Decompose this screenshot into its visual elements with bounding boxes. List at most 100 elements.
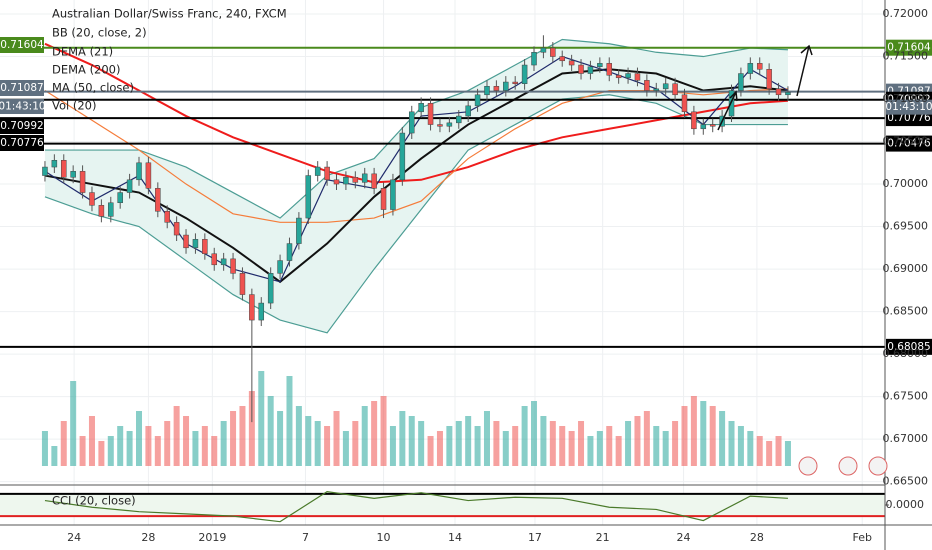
volume-bar [60,421,67,466]
volume-bar [154,436,161,466]
volume-bar [493,421,500,466]
candle-body [117,192,123,204]
candle-body [42,166,48,176]
x-tick-label: 10 [377,531,391,544]
arrow-head [800,44,813,56]
x-tick-label: 28 [141,531,155,544]
volume-bar [79,436,86,466]
legend-entry: BB (20, close, 2) [52,26,147,40]
volume-bar [653,426,660,466]
countdown: 01:43:10 [885,101,932,113]
volume-bar [371,401,378,466]
left-level-label: 0.71604 [0,39,44,51]
candle-body [333,179,340,185]
x-tick-label: 2019 [198,531,226,544]
cci-band [0,493,885,517]
candle-body [258,302,265,321]
candle-body [371,173,377,189]
volume-bar [164,421,171,466]
volume-bar [408,416,415,466]
volume-bar [239,406,246,466]
legend-entry: MA (50, close) [52,81,134,95]
volume-bar [690,396,697,466]
volume-bar [747,431,754,466]
candle-body [51,159,58,168]
countdown-box [886,99,932,115]
candle-body [756,63,763,70]
left-level-box [0,118,44,134]
candle-body [267,273,274,304]
x-tick-label: 7 [302,531,309,544]
candle-body [625,73,631,79]
volume-bar [380,396,387,466]
candle-body [390,179,396,210]
level-box [886,135,932,152]
volume-bar [446,426,453,466]
candle-body [691,111,697,130]
volume-bar [399,411,406,466]
volume-bar [756,436,763,466]
candle-body [653,88,660,91]
volume-bar [521,406,528,466]
volume-bar [540,416,547,466]
volume-bar [201,426,208,466]
candle-body [230,258,236,274]
chart-title: Australian Dollar/Swiss Franc, 240, FXCM [52,7,287,21]
volume-bar [672,421,679,466]
candle-body [427,103,434,125]
left-countdown: 01:43:10 [0,101,46,113]
candle-body [286,243,293,261]
volume-bar [342,431,349,466]
volume-bar [709,406,716,466]
volume-bar [258,371,265,466]
y-tick-label: 0.68500 [883,305,929,318]
candle-body [728,90,735,117]
candle-body [343,177,349,185]
arrow [796,45,810,97]
candle-body [70,171,76,178]
candle-body [324,166,330,181]
volume-bar [136,411,143,466]
y-tick-label: 0.72000 [883,7,929,20]
candle-body [512,81,518,84]
candle-body [164,211,170,223]
level-label: 0.70776 [887,112,931,124]
candle-body [503,81,509,91]
candle-body [634,73,641,81]
y-tick-label: 0.67500 [883,390,929,403]
candle-body [474,94,481,107]
volume-bar [568,431,575,466]
cci-tick-label: 0.0000 [886,498,925,511]
volume-bar [502,431,509,466]
volume-bar [248,391,255,466]
candle-body [493,86,500,91]
volume-bar [107,436,114,466]
candle-body [456,115,462,124]
volume-bar [277,411,284,466]
volume-bar [295,406,302,466]
volume-bar [418,421,425,466]
candle-body [766,69,772,90]
volume-bar [70,381,77,466]
volume-bar [220,421,227,466]
x-tick-label: 28 [750,531,764,544]
x-tick-label: 21 [596,531,610,544]
volume-bar [324,426,331,466]
volume-bar [559,426,566,466]
volume-bar [606,426,613,466]
level-box [886,338,932,355]
candle-body [644,80,650,91]
candle-body [531,52,537,66]
candle-body [437,124,443,127]
annotation-arrows [717,44,813,131]
left-level-label: 0.70776 [0,137,44,149]
volume-bar [578,421,585,466]
y-tick-label: 0.69500 [883,220,929,233]
volume-bar [766,441,773,466]
y-tick-label: 0.71000 [883,92,929,105]
volume-bar [286,376,293,466]
volume-bar [662,431,669,466]
candle-body [239,273,246,295]
